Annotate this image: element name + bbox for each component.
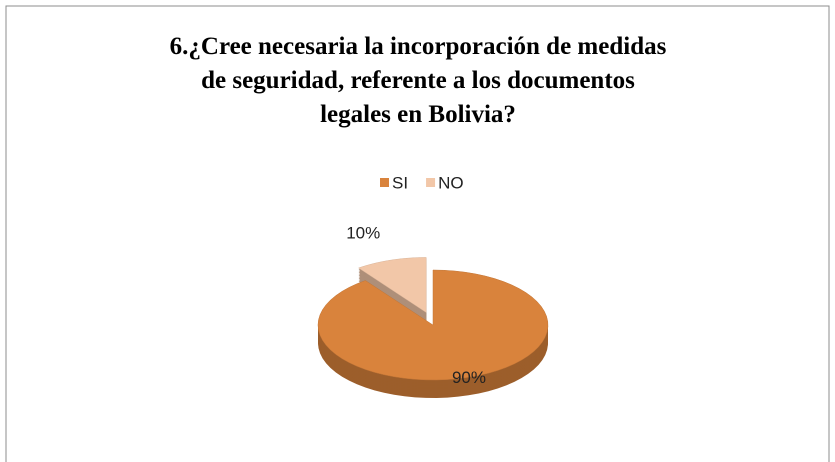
data-label: 10% (346, 223, 380, 242)
slice (317, 269, 549, 381)
slice (358, 257, 427, 313)
data-label: 90% (452, 368, 486, 387)
chart-title: 6.¿Cree necesaria la incorporación de me… (169, 33, 667, 128)
legend-label: SI (392, 173, 408, 192)
legend-swatch (380, 178, 389, 187)
legend-swatch (426, 178, 436, 187)
legend-label: NO (438, 173, 464, 192)
